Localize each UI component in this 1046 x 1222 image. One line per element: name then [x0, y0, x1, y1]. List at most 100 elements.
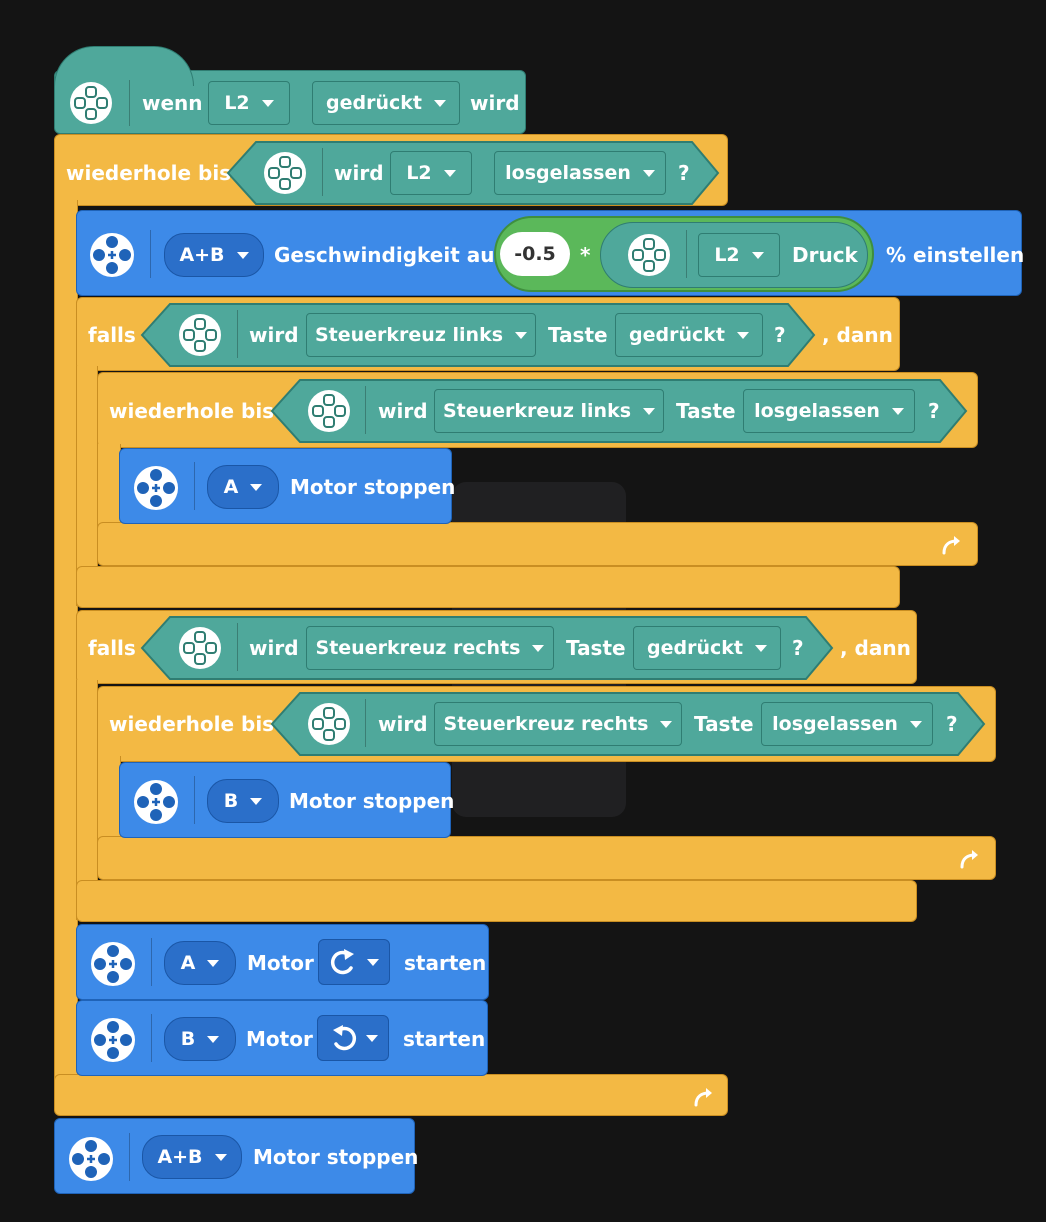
direction-dropdown[interactable]	[318, 939, 390, 985]
motor-icon	[91, 942, 135, 986]
motor-port-dropdown[interactable]: A+B	[164, 233, 264, 277]
motor-start-block[interactable]	[76, 924, 489, 1000]
pressure-label: Druck	[792, 243, 858, 267]
separator	[129, 1133, 130, 1181]
repeat-until-right-arm	[97, 756, 121, 846]
button-dropdown[interactable]: Steuerkreuz rechts	[306, 626, 554, 670]
separator	[151, 938, 152, 986]
motor-port-dropdown[interactable]: B	[164, 1017, 236, 1061]
motor-port-dropdown[interactable]: A	[164, 941, 236, 985]
chevron-down-icon	[642, 169, 655, 177]
separator	[237, 310, 238, 358]
condition-word: wird	[378, 399, 428, 423]
repeat-until-left-arm	[97, 444, 121, 534]
motor-icon	[90, 233, 134, 277]
chevron-down-icon	[261, 99, 274, 107]
chevron-down-icon	[443, 169, 456, 177]
separator	[365, 386, 366, 434]
chevron-down-icon	[250, 483, 263, 491]
port-dropdown[interactable]: L2	[208, 81, 290, 125]
chevron-down-icon	[515, 331, 528, 339]
separator	[365, 699, 366, 747]
separator	[322, 148, 323, 196]
gamepad-icon	[308, 703, 350, 745]
port-dropdown[interactable]: L2	[698, 233, 780, 277]
gamepad-icon	[628, 234, 670, 276]
chevron-down-icon	[207, 959, 220, 967]
speed-value-input[interactable]: -0.5	[500, 232, 570, 276]
clockwise-arrow-icon	[330, 949, 354, 975]
multiply-sign: *	[580, 243, 591, 267]
hat-prefix-label: wenn	[142, 91, 203, 115]
condition-word: wird	[334, 161, 384, 185]
motor-port-dropdown[interactable]: A	[207, 465, 279, 509]
loop-arrow-icon	[960, 850, 978, 869]
if-label: falls	[88, 636, 136, 660]
motor-stop-label: Motor stoppen	[253, 1145, 419, 1169]
start-label: starten	[404, 951, 487, 975]
motor-label: Motor	[246, 1027, 313, 1051]
motor-stop-label: Motor stoppen	[290, 475, 456, 499]
taste-label: Taste	[566, 636, 626, 660]
button-dropdown[interactable]: Steuerkreuz rechts	[434, 702, 682, 746]
taste-label: Taste	[694, 712, 754, 736]
motor-start-block[interactable]	[76, 1000, 488, 1076]
state-dropdown[interactable]: gedrückt	[312, 81, 460, 125]
state-dropdown[interactable]: gedrückt	[633, 626, 781, 670]
motor-icon	[91, 1018, 135, 1062]
separator	[194, 776, 195, 824]
motor-icon	[134, 780, 178, 824]
button-dropdown[interactable]: Steuerkreuz links	[306, 313, 536, 357]
direction-dropdown[interactable]	[317, 1015, 389, 1061]
state-dropdown[interactable]: gedrückt	[615, 313, 763, 357]
if-right-bottom	[76, 880, 917, 922]
chevron-down-icon	[751, 251, 764, 259]
chevron-down-icon	[736, 331, 749, 339]
question-mark: ?	[774, 323, 786, 347]
separator	[150, 230, 151, 278]
gamepad-icon	[264, 152, 306, 194]
separator	[151, 1014, 152, 1062]
separator	[194, 462, 195, 510]
if-left-bottom	[76, 566, 900, 608]
gamepad-icon	[179, 314, 221, 356]
chevron-down-icon	[754, 644, 767, 652]
condition-word: wird	[249, 323, 299, 347]
button-dropdown[interactable]: Steuerkreuz links	[434, 389, 664, 433]
chevron-down-icon	[250, 797, 263, 805]
chevron-down-icon	[532, 644, 545, 652]
speed-label: Geschwindigkeit auf	[274, 243, 504, 267]
chevron-down-icon	[367, 958, 379, 966]
repeat-until-main-bottom	[54, 1074, 728, 1116]
question-mark: ?	[792, 636, 804, 660]
state-dropdown[interactable]: losgelassen	[494, 151, 666, 195]
question-mark: ?	[678, 161, 690, 185]
chevron-down-icon	[214, 1153, 227, 1161]
hat-suffix-label: wird	[470, 91, 520, 115]
counterclockwise-arrow-icon	[333, 1025, 357, 1051]
repeat-until-right-bottom	[97, 836, 996, 880]
taste-label: Taste	[676, 399, 736, 423]
gamepad-icon	[70, 82, 112, 124]
chevron-down-icon	[433, 99, 446, 107]
repeat-until-left-bottom	[97, 522, 978, 566]
port-dropdown[interactable]: L2	[390, 151, 472, 195]
separator	[237, 623, 238, 671]
condition-word: wird	[378, 712, 428, 736]
motor-port-dropdown[interactable]: A+B	[142, 1135, 242, 1179]
state-dropdown[interactable]: losgelassen	[761, 702, 933, 746]
gamepad-icon	[308, 390, 350, 432]
chevron-down-icon	[660, 720, 673, 728]
separator	[686, 230, 687, 278]
motor-label: Motor	[247, 951, 314, 975]
chevron-down-icon	[909, 720, 922, 728]
separator	[129, 80, 130, 126]
chevron-down-icon	[207, 1035, 220, 1043]
chevron-down-icon	[891, 407, 904, 415]
state-dropdown[interactable]: losgelassen	[743, 389, 915, 433]
repeat-until-label: wiederhole bis	[109, 399, 275, 423]
speed-suffix-label: % einstellen	[886, 243, 1025, 267]
motor-stop-label: Motor stoppen	[289, 789, 455, 813]
motor-port-dropdown[interactable]: B	[207, 779, 279, 823]
